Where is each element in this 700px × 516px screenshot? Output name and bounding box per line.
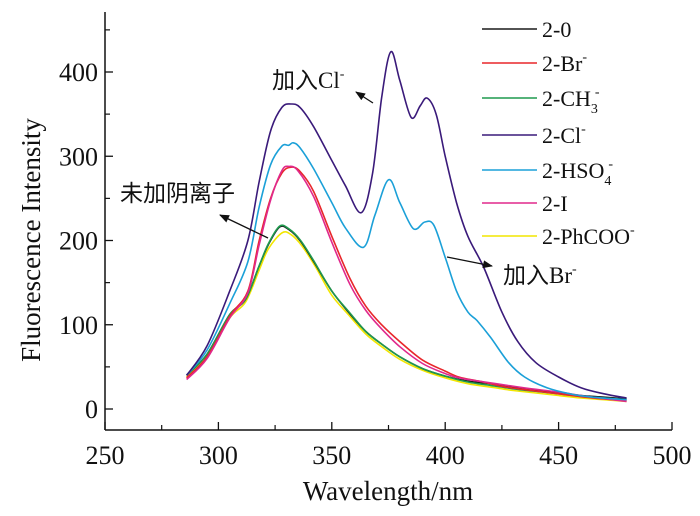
legend-label: 2-0 [542,17,571,42]
annotation: 加入Br- [446,256,577,288]
series-line-2-ch3- [186,224,627,401]
legend-item: 2-HSO4- [482,157,613,189]
x-axis-label: Wavelength/nm [303,476,473,506]
legend-item: 2-CH3- [482,85,600,117]
y-axis-label: Fluorescence Intensity [16,118,46,362]
annotation-arrow [355,91,374,104]
legend-label: 2-I [542,191,568,216]
legend-item: 2-0 [482,17,571,42]
series-line-2-0 [186,225,627,400]
y-tick-label: 400 [59,58,98,87]
legend-label: 2-PhCOO- [542,223,635,249]
legend-label: 2-HSO4- [542,157,613,189]
annotation-arrow [446,256,493,269]
y-tick-label: 0 [85,395,98,424]
y-tick-label: 200 [59,227,98,256]
legend-item: 2-Cl- [482,122,586,148]
x-tick-label: 300 [199,441,238,470]
axes: 250 300 350 400 450 500 0 100 200 300 400 [59,12,692,470]
legend-label: 2-Br- [542,50,587,76]
series-line-2-br- [186,166,627,402]
annotation: 加入Cl- [272,67,374,104]
series-line-2-cl- [185,50,627,399]
x-tick-label: 250 [86,441,125,470]
legend-label: 2-CH3- [542,85,600,117]
annotation-label: 加入Cl- [272,67,345,93]
annotation: 未加阴离子 [120,181,269,239]
annotation-label: 加入Br- [503,262,577,288]
annotation-label: 未加阴离子 [120,181,235,206]
series-line-2-phcoo- [186,231,627,403]
series-line-2-i [186,165,627,403]
legend-item: 2-Br- [482,50,587,76]
legend-item: 2-I [482,191,568,216]
annotation-arrow [219,214,269,239]
x-tick-label: 500 [653,441,692,470]
y-tick-label: 100 [59,311,98,340]
y-tick-label: 300 [59,142,98,171]
x-tick-label: 450 [539,441,578,470]
legend-label: 2-Cl- [542,122,586,148]
x-tick-label: 400 [426,441,465,470]
x-tick-label: 350 [312,441,351,470]
series-layer [185,50,627,403]
legend: 2-0 2-Br- 2-CH3- 2-Cl- 2-HSO4-2-I 2-PhCOO- [482,17,635,249]
legend-item: 2-PhCOO- [482,223,635,249]
series-line-2-hso4- [185,141,627,401]
